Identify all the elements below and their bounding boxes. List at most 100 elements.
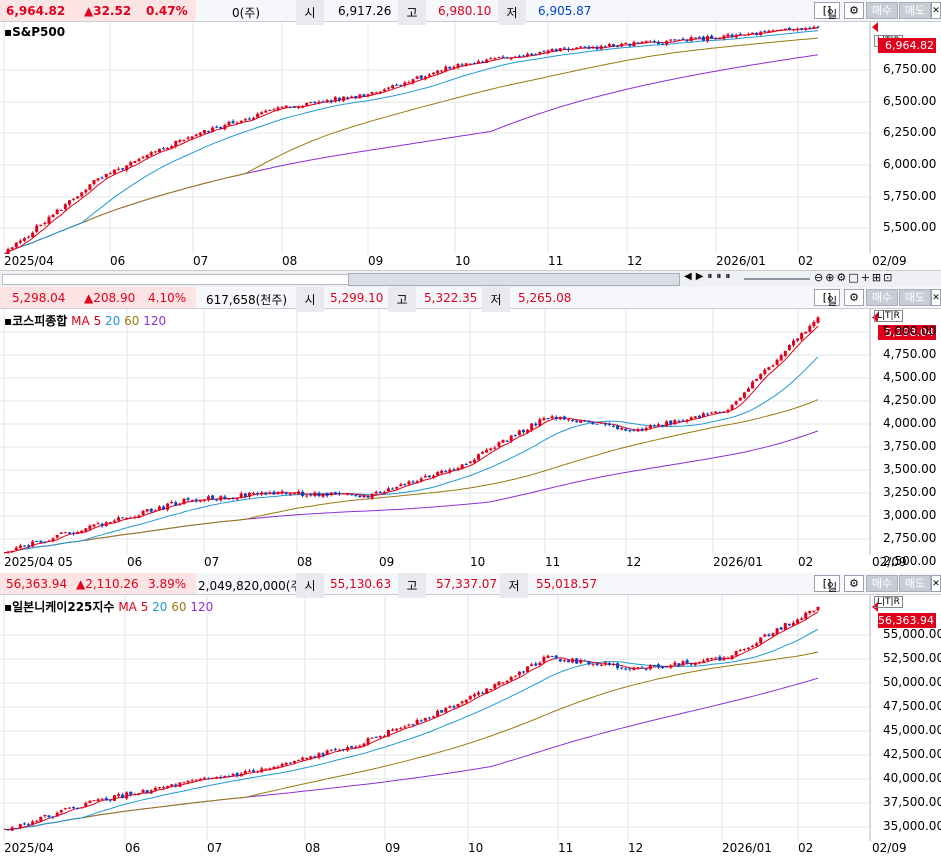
candle-body bbox=[14, 547, 18, 550]
candle-body bbox=[648, 41, 652, 43]
candle-body bbox=[280, 491, 284, 493]
ma120-label: 120 bbox=[190, 600, 214, 614]
y-tick-label: 52,500.00 bbox=[883, 651, 941, 665]
candle-body bbox=[280, 763, 284, 767]
chart-plot[interactable]: ▪코스피종합 MA 5 20 60 120 L|T|R 5,298.04 5,0… bbox=[0, 309, 941, 568]
sell-button[interactable]: 매도 bbox=[899, 575, 931, 592]
x-tick-label: 02 bbox=[798, 254, 814, 268]
candle-body bbox=[579, 659, 583, 663]
candle-body bbox=[550, 416, 554, 419]
gear-icon[interactable]: ⚙ bbox=[844, 289, 864, 306]
candle-body bbox=[43, 541, 47, 543]
close-icon[interactable]: ✕ bbox=[931, 575, 941, 592]
candle-body bbox=[47, 540, 51, 542]
candle-body bbox=[407, 82, 411, 84]
candlestick-chart[interactable] bbox=[0, 22, 941, 254]
period-button[interactable]: [일] bbox=[814, 2, 840, 21]
candle-body bbox=[247, 118, 251, 120]
candle-body bbox=[67, 200, 71, 205]
candle-body bbox=[378, 491, 382, 494]
buy-button[interactable]: 매수 bbox=[866, 575, 898, 592]
candle-body bbox=[211, 127, 215, 133]
scroll-controls[interactable]: ◀▶⏸⏸⏸ bbox=[684, 271, 735, 282]
chart-plot[interactable]: ▪일본니케이225지수 MA 5 20 60 120 L|T|R 56,363.… bbox=[0, 595, 941, 841]
candle-body bbox=[763, 634, 767, 637]
chart-scrollbar[interactable]: ◀▶⏸⏸⏸ ⊖⊕⚙□+⊞⊡ bbox=[0, 270, 941, 287]
candle-body bbox=[738, 649, 742, 651]
candle-body bbox=[317, 753, 321, 758]
close-icon[interactable]: ✕ bbox=[931, 2, 941, 19]
candle-body bbox=[542, 51, 546, 53]
candle-body bbox=[607, 423, 611, 426]
candle-body bbox=[284, 762, 288, 765]
gear-icon[interactable]: ⚙ bbox=[844, 2, 864, 19]
x-tick-label: 02/09 bbox=[872, 555, 907, 569]
candle-body bbox=[431, 72, 435, 75]
candle-body bbox=[67, 807, 71, 809]
candle-body bbox=[603, 423, 607, 425]
zoom-controls[interactable]: ⊖⊕⚙□+⊞⊡ bbox=[814, 271, 895, 284]
buy-button[interactable]: 매수 bbox=[866, 2, 898, 19]
candle-body bbox=[125, 792, 129, 799]
ma5-label: 5 bbox=[93, 314, 102, 328]
period-button[interactable]: [일] bbox=[814, 289, 840, 308]
ma5-line bbox=[3, 27, 819, 254]
candle-body bbox=[718, 656, 722, 661]
y-tick-label: 4,250.00 bbox=[883, 393, 937, 407]
candle-body bbox=[125, 165, 129, 171]
candle-body bbox=[235, 773, 239, 776]
y-tick-label: 2,500.00 bbox=[883, 554, 937, 568]
candle-body bbox=[252, 770, 256, 772]
scroll-track[interactable] bbox=[2, 274, 349, 285]
candle-body bbox=[714, 411, 718, 414]
candle-body bbox=[14, 828, 18, 830]
scale-toggle[interactable]: L|T|R bbox=[874, 596, 903, 608]
candle-body bbox=[800, 28, 804, 30]
candle-body bbox=[112, 169, 116, 175]
candle-body bbox=[329, 749, 333, 751]
candle-body bbox=[779, 29, 783, 31]
y-tick-label: 3,500.00 bbox=[883, 462, 937, 476]
candle-body bbox=[59, 810, 63, 813]
zoom-slider[interactable] bbox=[744, 278, 810, 280]
close-icon[interactable]: ✕ bbox=[931, 289, 941, 306]
y-tick-label: 50,000.00 bbox=[883, 675, 941, 689]
candle-body bbox=[112, 795, 116, 801]
candle-body bbox=[624, 668, 628, 670]
scale-toggle[interactable]: L|T|R bbox=[874, 310, 903, 322]
price-highlight bbox=[0, 573, 196, 594]
candlestick-chart[interactable] bbox=[0, 595, 941, 841]
candle-body bbox=[403, 726, 407, 728]
sell-button[interactable]: 매도 bbox=[899, 289, 931, 306]
candle-body bbox=[395, 728, 399, 731]
ma60-line bbox=[3, 399, 819, 554]
candle-body bbox=[685, 660, 689, 664]
candle-body bbox=[133, 161, 137, 163]
y-tick-label: 5,000.00 bbox=[883, 324, 937, 338]
candle-body bbox=[59, 209, 63, 211]
y-tick-label: 2,750.00 bbox=[883, 531, 937, 545]
gear-icon[interactable]: ⚙ bbox=[844, 575, 864, 592]
chart-plot[interactable]: ▪S&P500 L|T|R 6,964.82 6,750.006,500.006… bbox=[0, 22, 941, 254]
candle-body bbox=[460, 64, 464, 66]
candle-body bbox=[526, 429, 530, 434]
candle-body bbox=[166, 147, 170, 150]
candle-body bbox=[121, 794, 125, 798]
candle-body bbox=[186, 498, 190, 500]
buy-button[interactable]: 매수 bbox=[866, 289, 898, 306]
candle-body bbox=[47, 216, 51, 224]
sell-button[interactable]: 매도 bbox=[899, 2, 931, 19]
candle-body bbox=[243, 770, 247, 774]
scroll-thumb[interactable] bbox=[348, 273, 680, 286]
high-label: 고 bbox=[388, 287, 416, 312]
candle-body bbox=[407, 481, 411, 485]
period-button[interactable]: [일] bbox=[814, 575, 840, 594]
candle-body bbox=[812, 610, 816, 612]
candlestick-chart[interactable] bbox=[0, 309, 941, 555]
candle-body bbox=[783, 623, 787, 630]
candle-body bbox=[734, 34, 738, 38]
candle-body bbox=[198, 132, 202, 136]
candle-body bbox=[566, 419, 570, 421]
x-axis: 2025/04 06 07 08 09 10 11 12 2026/01 02 02/09 bbox=[0, 254, 941, 270]
candle-body bbox=[526, 666, 530, 672]
